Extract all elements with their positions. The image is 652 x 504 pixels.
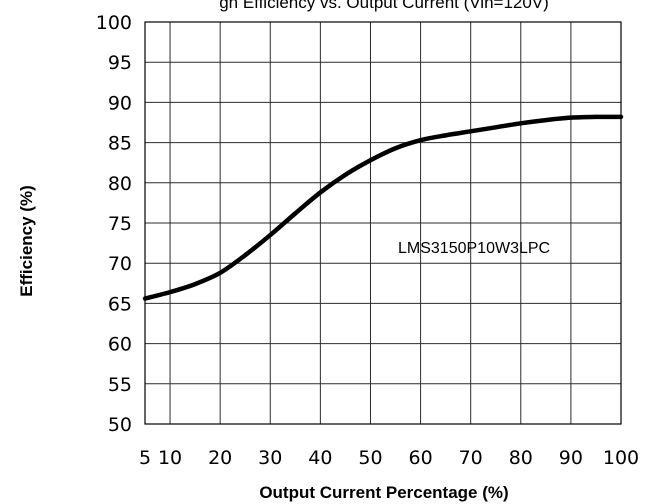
x-tick-label: 30 bbox=[258, 447, 282, 469]
x-tick-label: 100 bbox=[603, 447, 639, 469]
y-tick-label: 50 bbox=[108, 414, 132, 436]
efficiency-series-line bbox=[142, 114, 624, 301]
y-tick-label: 60 bbox=[108, 334, 132, 356]
y-tick-label: 85 bbox=[108, 133, 132, 155]
x-tick-label: 90 bbox=[559, 447, 583, 469]
y-axis-ticks: 50 55 60 65 70 75 80 85 90 95 100 bbox=[96, 12, 132, 436]
y-tick-label: 55 bbox=[108, 374, 132, 396]
x-tick-label: 40 bbox=[308, 447, 332, 469]
y-tick-label: 75 bbox=[108, 213, 132, 235]
y-tick-label: 70 bbox=[108, 253, 132, 275]
x-tick-label: 70 bbox=[459, 447, 483, 469]
x-tick-label: 20 bbox=[208, 447, 232, 469]
x-tick-label: 10 bbox=[158, 447, 182, 469]
y-tick-label: 100 bbox=[96, 12, 132, 34]
y-tick-label: 80 bbox=[108, 173, 132, 195]
x-tick-label: 5 bbox=[139, 447, 151, 469]
x-tick-label: 50 bbox=[358, 447, 382, 469]
grid bbox=[145, 22, 621, 424]
model-annotation: LMS3150P10W3LPC bbox=[398, 240, 550, 257]
y-axis-title: Efficiency (%) bbox=[17, 185, 36, 296]
y-tick-label: 90 bbox=[108, 92, 132, 114]
y-tick-label: 95 bbox=[108, 52, 132, 74]
y-tick-label: 65 bbox=[108, 293, 132, 315]
x-tick-label: 60 bbox=[408, 447, 432, 469]
x-axis-ticks: 5 10 20 30 40 50 60 70 80 90 100 bbox=[139, 447, 639, 469]
x-tick-label: 80 bbox=[509, 447, 533, 469]
x-axis-title: Output Current Percentage (%) bbox=[259, 483, 508, 502]
chart-title: gn Efficiency vs. Output Current (Vin=12… bbox=[219, 0, 549, 12]
plot-frame bbox=[144, 21, 622, 425]
